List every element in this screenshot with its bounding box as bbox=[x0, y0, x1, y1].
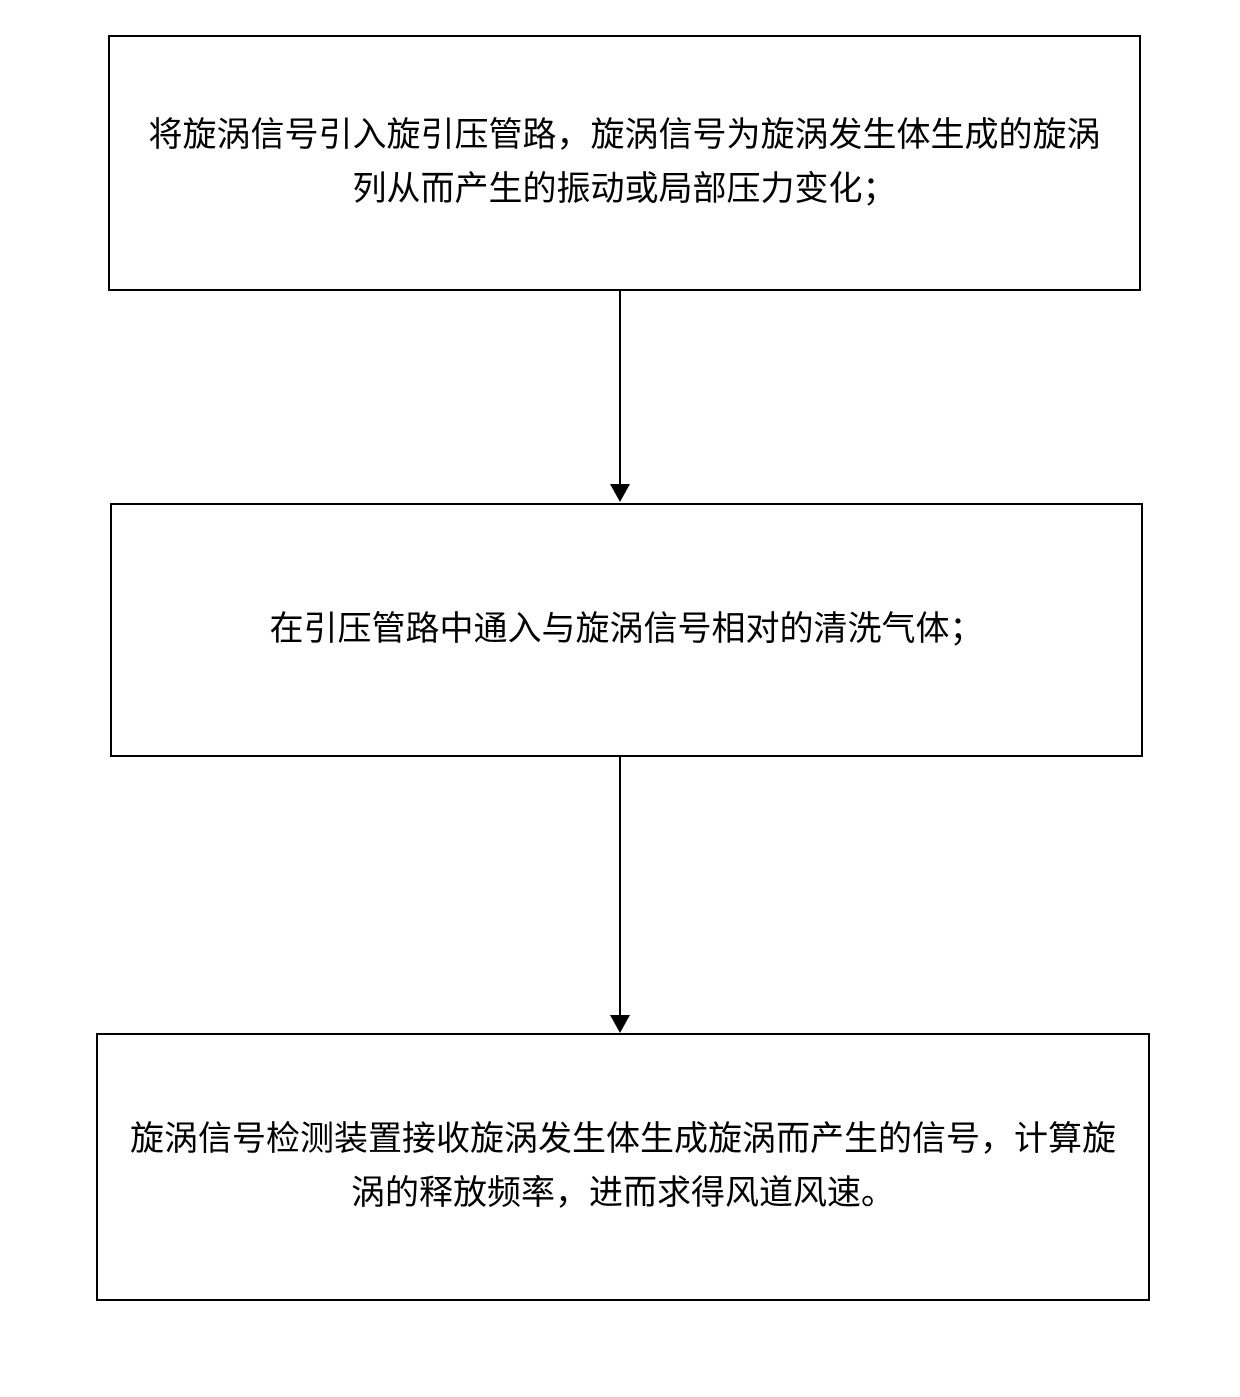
arrow-1-head bbox=[610, 484, 630, 502]
arrow-2-line bbox=[619, 757, 621, 1015]
flowchart-step-3: 旋涡信号检测装置接收旋涡发生体生成旋涡而产生的信号，计算旋涡的释放频率，进而求得… bbox=[96, 1033, 1150, 1301]
step-3-text: 旋涡信号检测装置接收旋涡发生体生成旋涡而产生的信号，计算旋涡的释放频率，进而求得… bbox=[128, 1113, 1118, 1222]
arrow-1-line bbox=[619, 291, 621, 484]
flowchart-step-2: 在引压管路中通入与旋涡信号相对的清洗气体； bbox=[110, 503, 1143, 757]
arrow-2-head bbox=[610, 1015, 630, 1033]
step-1-text: 将旋涡信号引入旋引压管路，旋涡信号为旋涡发生体生成的旋涡列从而产生的振动或局部压… bbox=[140, 109, 1109, 218]
flowchart-step-1: 将旋涡信号引入旋引压管路，旋涡信号为旋涡发生体生成的旋涡列从而产生的振动或局部压… bbox=[108, 35, 1141, 291]
step-2-text: 在引压管路中通入与旋涡信号相对的清洗气体； bbox=[270, 603, 984, 657]
